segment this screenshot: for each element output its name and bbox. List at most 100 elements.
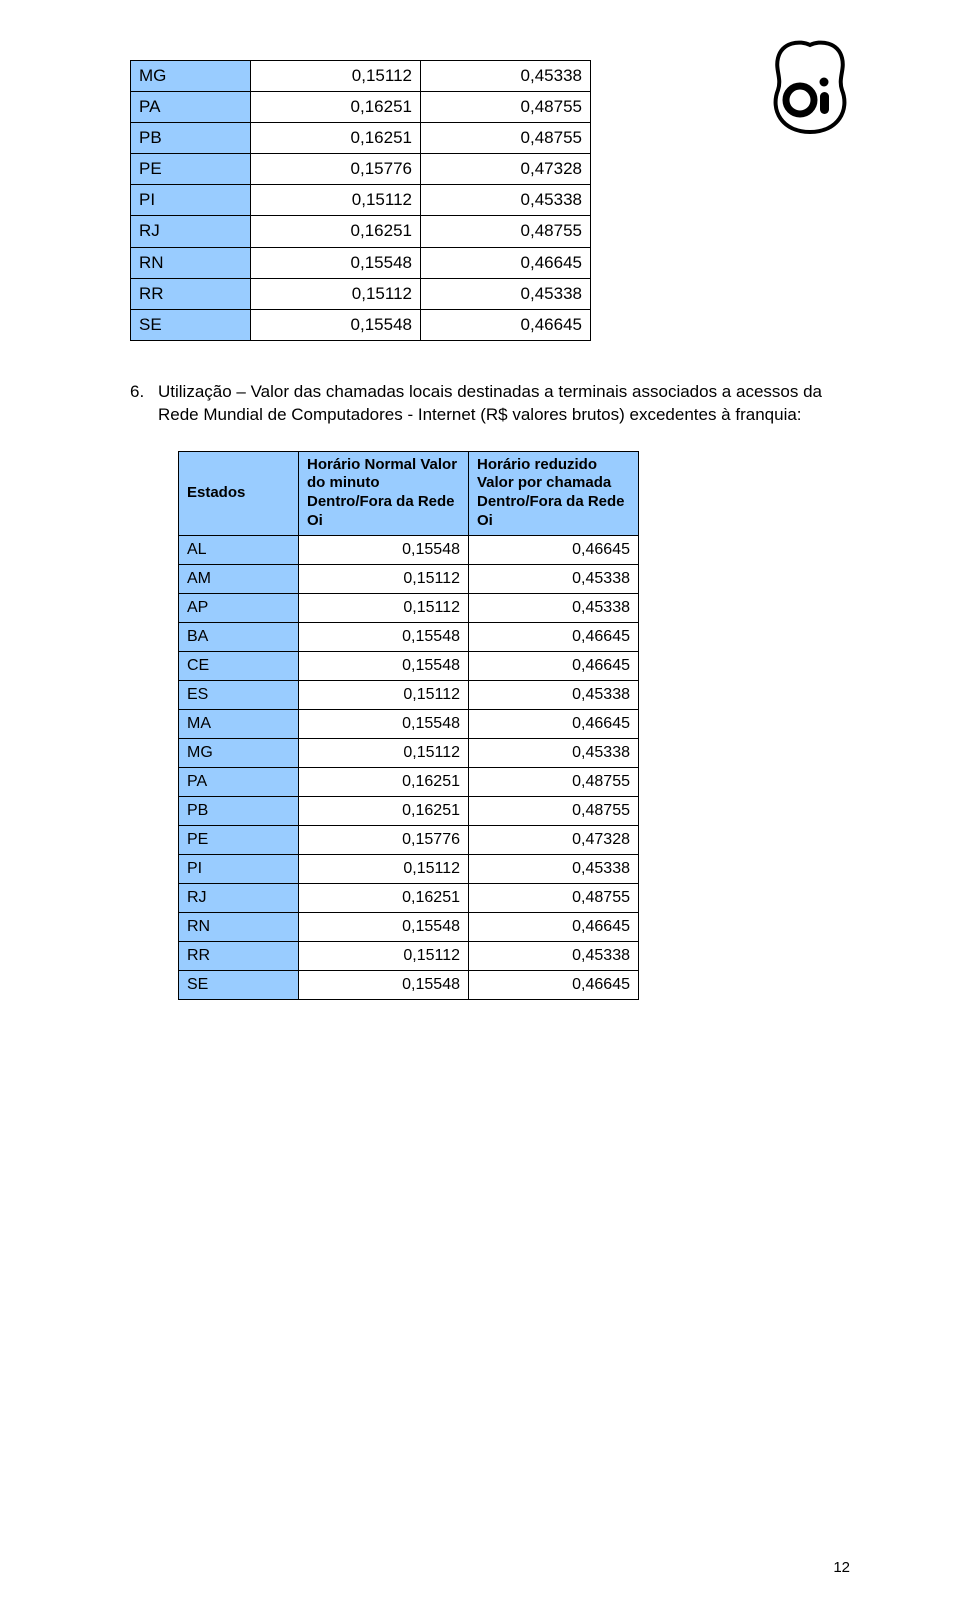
states-table-2: Estados Horário Normal Valor do minuto D… bbox=[178, 451, 639, 1000]
table-row: PB0,162510,48755 bbox=[179, 796, 639, 825]
value2-cell: 0,45338 bbox=[469, 941, 639, 970]
value1-cell: 0,15112 bbox=[299, 564, 469, 593]
oi-logo bbox=[760, 30, 860, 145]
table-row: PI0,151120,45338 bbox=[131, 185, 591, 216]
value2-cell: 0,46645 bbox=[469, 912, 639, 941]
value1-cell: 0,15548 bbox=[299, 912, 469, 941]
value1-cell: 0,15548 bbox=[299, 535, 469, 564]
value2-cell: 0,46645 bbox=[421, 247, 591, 278]
section-6-paragraph: 6.Utilização – Valor das chamadas locais… bbox=[158, 381, 850, 427]
value1-cell: 0,15548 bbox=[299, 622, 469, 651]
state-cell: RJ bbox=[131, 216, 251, 247]
value2-cell: 0,45338 bbox=[421, 61, 591, 92]
state-cell: MA bbox=[179, 709, 299, 738]
state-cell: ES bbox=[179, 680, 299, 709]
value1-cell: 0,16251 bbox=[299, 796, 469, 825]
value2-cell: 0,48755 bbox=[469, 767, 639, 796]
state-cell: MG bbox=[179, 738, 299, 767]
value1-cell: 0,15112 bbox=[251, 278, 421, 309]
table-row: AL0,155480,46645 bbox=[179, 535, 639, 564]
value1-cell: 0,15112 bbox=[299, 854, 469, 883]
table-row: AM0,151120,45338 bbox=[179, 564, 639, 593]
table-row: PI0,151120,45338 bbox=[179, 854, 639, 883]
table2-header-normal: Horário Normal Valor do minuto Dentro/Fo… bbox=[299, 451, 469, 535]
table-row: SE0,155480,46645 bbox=[131, 309, 591, 340]
state-cell: PE bbox=[131, 154, 251, 185]
table-row: ES0,151120,45338 bbox=[179, 680, 639, 709]
value2-cell: 0,48755 bbox=[421, 92, 591, 123]
state-cell: RN bbox=[131, 247, 251, 278]
table-row: PE0,157760,47328 bbox=[131, 154, 591, 185]
value1-cell: 0,15112 bbox=[299, 680, 469, 709]
value1-cell: 0,15776 bbox=[251, 154, 421, 185]
section-text: Utilização – Valor das chamadas locais d… bbox=[158, 382, 822, 424]
value1-cell: 0,15776 bbox=[299, 825, 469, 854]
value1-cell: 0,15548 bbox=[251, 247, 421, 278]
table-row: CE0,155480,46645 bbox=[179, 651, 639, 680]
value2-cell: 0,46645 bbox=[469, 651, 639, 680]
state-cell: PI bbox=[131, 185, 251, 216]
value2-cell: 0,47328 bbox=[421, 154, 591, 185]
value1-cell: 0,15112 bbox=[251, 61, 421, 92]
value2-cell: 0,48755 bbox=[469, 883, 639, 912]
table-row: PA0,162510,48755 bbox=[131, 92, 591, 123]
state-cell: PA bbox=[179, 767, 299, 796]
value2-cell: 0,45338 bbox=[469, 680, 639, 709]
table-row: RR0,151120,45338 bbox=[179, 941, 639, 970]
value2-cell: 0,46645 bbox=[469, 535, 639, 564]
value2-cell: 0,48755 bbox=[421, 123, 591, 154]
state-cell: RR bbox=[131, 278, 251, 309]
state-cell: MG bbox=[131, 61, 251, 92]
state-cell: PA bbox=[131, 92, 251, 123]
table-row: AP0,151120,45338 bbox=[179, 593, 639, 622]
value1-cell: 0,16251 bbox=[251, 123, 421, 154]
state-cell: CE bbox=[179, 651, 299, 680]
value2-cell: 0,45338 bbox=[469, 738, 639, 767]
table-row: MA0,155480,46645 bbox=[179, 709, 639, 738]
state-cell: SE bbox=[179, 970, 299, 999]
value1-cell: 0,15112 bbox=[299, 941, 469, 970]
value1-cell: 0,15548 bbox=[299, 709, 469, 738]
value2-cell: 0,47328 bbox=[469, 825, 639, 854]
value1-cell: 0,15112 bbox=[299, 593, 469, 622]
table-row: RJ0,162510,48755 bbox=[179, 883, 639, 912]
state-cell: PB bbox=[131, 123, 251, 154]
value2-cell: 0,46645 bbox=[469, 709, 639, 738]
state-cell: PB bbox=[179, 796, 299, 825]
page-number: 12 bbox=[833, 1559, 850, 1576]
table-row: SE0,155480,46645 bbox=[179, 970, 639, 999]
table2-header-reduzido: Horário reduzido Valor por chamada Dentr… bbox=[469, 451, 639, 535]
value2-cell: 0,45338 bbox=[469, 593, 639, 622]
value1-cell: 0,16251 bbox=[251, 216, 421, 247]
state-cell: AM bbox=[179, 564, 299, 593]
value2-cell: 0,46645 bbox=[421, 309, 591, 340]
value2-cell: 0,45338 bbox=[421, 185, 591, 216]
value2-cell: 0,46645 bbox=[469, 622, 639, 651]
state-cell: AL bbox=[179, 535, 299, 564]
value2-cell: 0,46645 bbox=[469, 970, 639, 999]
value1-cell: 0,16251 bbox=[299, 767, 469, 796]
value2-cell: 0,45338 bbox=[421, 278, 591, 309]
value2-cell: 0,45338 bbox=[469, 854, 639, 883]
table-row: MG0,151120,45338 bbox=[131, 61, 591, 92]
state-cell: RJ bbox=[179, 883, 299, 912]
table-row: RN0,155480,46645 bbox=[179, 912, 639, 941]
value1-cell: 0,15548 bbox=[299, 651, 469, 680]
state-cell: AP bbox=[179, 593, 299, 622]
value1-cell: 0,15112 bbox=[251, 185, 421, 216]
section-number: 6. bbox=[130, 381, 158, 404]
table2-header-estados: Estados bbox=[179, 451, 299, 535]
state-cell: BA bbox=[179, 622, 299, 651]
table-row: PB0,162510,48755 bbox=[131, 123, 591, 154]
state-cell: PI bbox=[179, 854, 299, 883]
states-table-1: MG0,151120,45338PA0,162510,48755PB0,1625… bbox=[130, 60, 591, 341]
table-row: RJ0,162510,48755 bbox=[131, 216, 591, 247]
value2-cell: 0,48755 bbox=[469, 796, 639, 825]
table-row: RR0,151120,45338 bbox=[131, 278, 591, 309]
value1-cell: 0,15548 bbox=[251, 309, 421, 340]
state-cell: RR bbox=[179, 941, 299, 970]
state-cell: PE bbox=[179, 825, 299, 854]
table-row: RN0,155480,46645 bbox=[131, 247, 591, 278]
value2-cell: 0,48755 bbox=[421, 216, 591, 247]
value1-cell: 0,16251 bbox=[299, 883, 469, 912]
